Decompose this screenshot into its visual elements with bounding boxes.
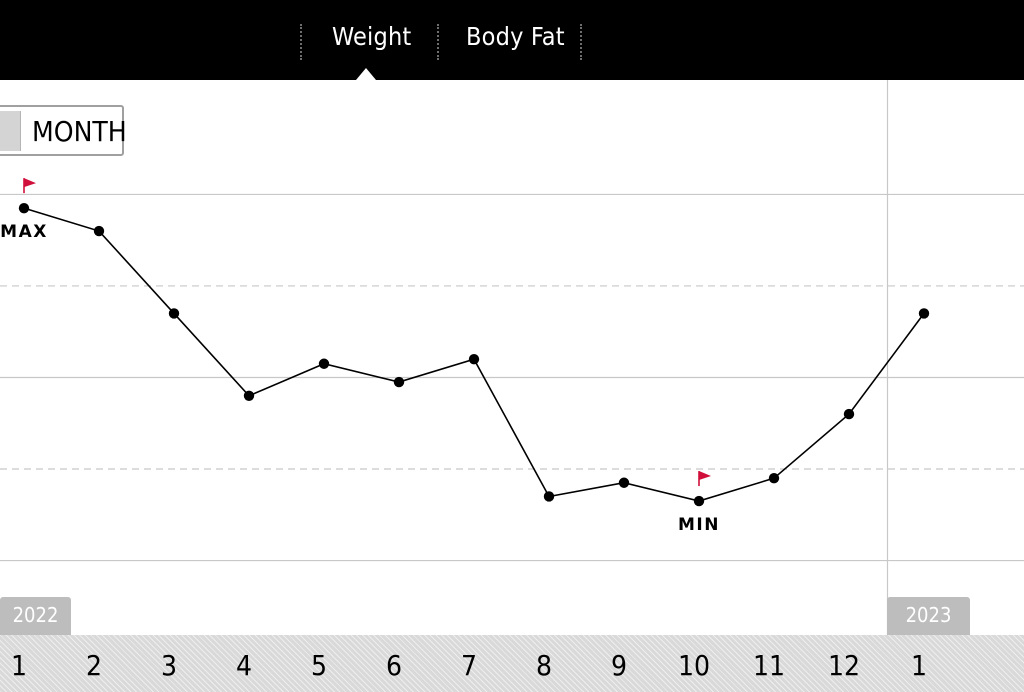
x-tick-label: 11 [753,649,785,682]
top-tab-bar: Weight Body Fat [0,0,1024,80]
min-label: MIN [678,515,720,535]
weight-line-chart: MAX MIN [0,80,1024,635]
x-tick-label: 7 [461,649,477,682]
tab-weight[interactable]: Weight [332,22,412,51]
tab-separator [300,24,302,60]
x-tick-label: 8 [536,649,552,682]
x-tick-label: 4 [236,649,252,682]
data-point [618,477,630,488]
data-point [243,390,255,401]
data-point [318,358,330,369]
x-tick-label: 1 [11,649,27,682]
data-point [93,225,105,237]
data-point [918,308,930,319]
data-point [843,408,855,420]
x-tick-label: 6 [386,649,402,682]
flag-icon [699,471,711,481]
year-label-start: 2022 [0,597,71,635]
data-point [693,495,705,507]
data-point [543,491,555,502]
data-point [393,376,405,388]
active-tab-indicator [356,68,376,80]
max-label: MAX [0,222,48,242]
period-selector-button[interactable]: MONTH [0,105,127,156]
x-tick-label: 2 [86,649,102,682]
flag-icon [24,178,36,188]
data-point [468,353,480,365]
x-tick-label: 5 [311,649,327,682]
x-tick-label: 12 [828,649,860,682]
x-tick-label: 9 [611,649,627,682]
x-tick-label: 10 [678,649,710,682]
data-point [768,472,780,484]
x-axis-band: 1 2 3 4 5 6 7 8 9 10 11 12 1 [0,635,1024,692]
tab-separator [580,24,582,60]
period-selector-label: MONTH [32,115,127,148]
tab-separator [437,24,439,60]
x-tick-label: 3 [161,649,177,682]
data-point [18,202,30,214]
tab-body-fat[interactable]: Body Fat [466,22,565,51]
year-label-end: 2023 [887,597,970,635]
period-selector-knob [0,111,21,151]
data-point [168,308,180,319]
x-tick-label: 1 [911,649,927,682]
